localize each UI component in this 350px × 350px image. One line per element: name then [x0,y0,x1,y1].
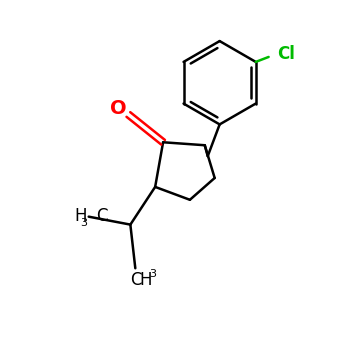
Text: C: C [96,206,107,225]
Text: C: C [131,271,142,289]
Text: 3: 3 [150,269,157,279]
Text: H: H [139,271,152,289]
Text: O: O [110,99,127,118]
Text: 3: 3 [80,218,87,228]
Text: Cl: Cl [278,45,295,63]
Text: H: H [74,206,87,225]
